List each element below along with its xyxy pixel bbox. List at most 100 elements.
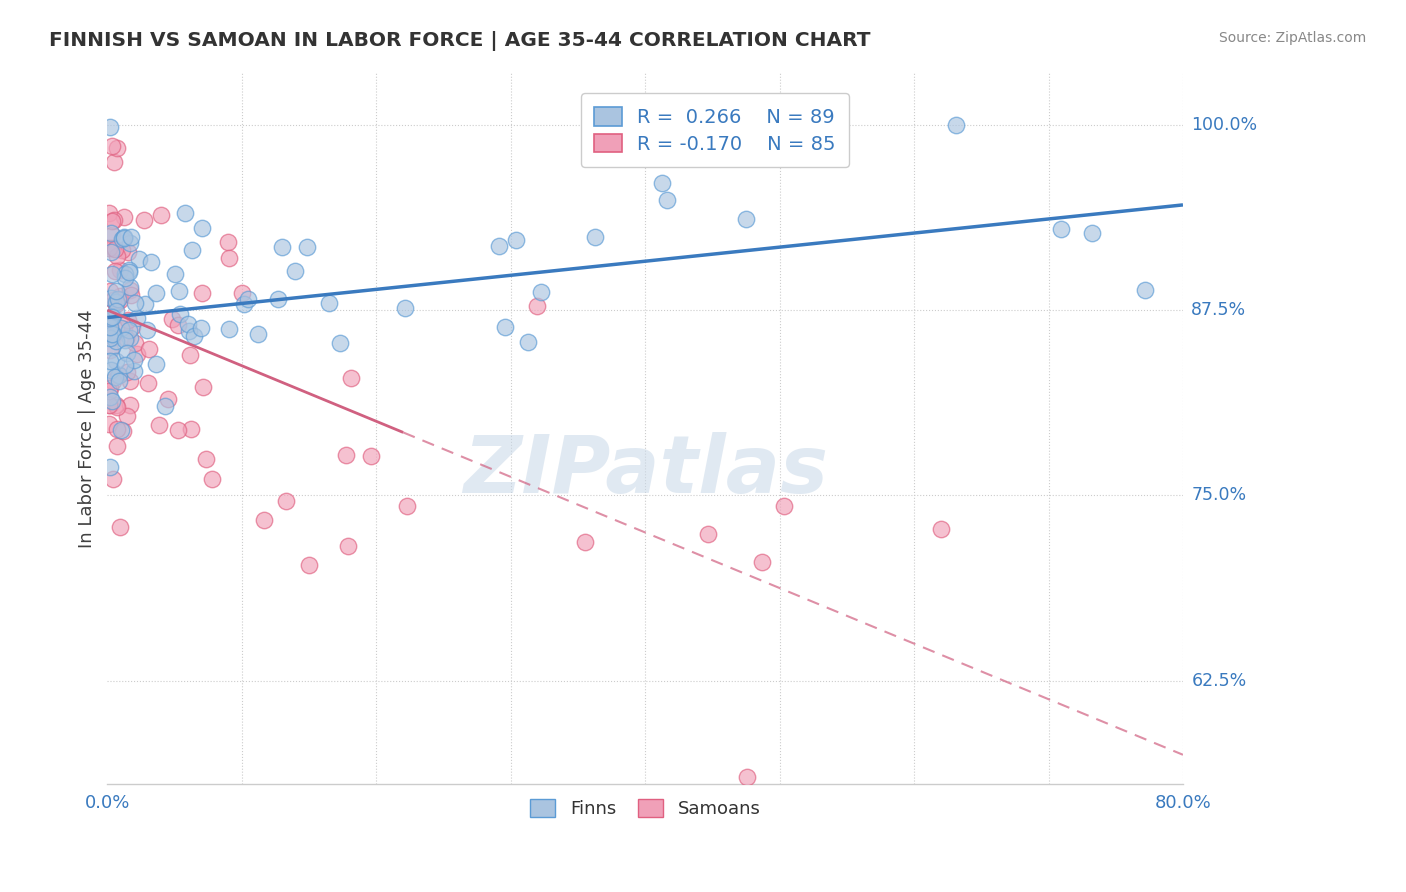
Point bbox=[114, 267, 136, 281]
Point bbox=[105, 398, 128, 412]
Point bbox=[122, 364, 145, 378]
Point bbox=[105, 422, 128, 436]
Point bbox=[98, 120, 121, 135]
Text: Source: ZipAtlas.com: Source: ZipAtlas.com bbox=[1219, 31, 1367, 45]
Point bbox=[1081, 226, 1104, 240]
Point bbox=[108, 293, 131, 307]
Point bbox=[101, 340, 124, 354]
Point bbox=[101, 326, 124, 341]
Point bbox=[114, 359, 136, 373]
Point bbox=[494, 320, 516, 334]
Point bbox=[318, 296, 340, 310]
Point bbox=[101, 241, 124, 255]
Point bbox=[931, 522, 953, 536]
Point bbox=[114, 333, 136, 347]
Point bbox=[103, 472, 125, 486]
Point bbox=[173, 206, 195, 220]
Point bbox=[111, 232, 134, 246]
Point bbox=[336, 539, 359, 553]
Point bbox=[118, 398, 141, 412]
Point bbox=[253, 513, 276, 527]
Point bbox=[98, 354, 121, 368]
Point bbox=[247, 327, 270, 342]
Point bbox=[97, 206, 120, 220]
Point bbox=[124, 335, 146, 350]
Point bbox=[394, 301, 416, 316]
Point bbox=[195, 451, 218, 466]
Point bbox=[284, 264, 307, 278]
Point bbox=[104, 242, 127, 256]
Point bbox=[103, 154, 125, 169]
Point bbox=[101, 309, 124, 323]
Point bbox=[97, 314, 120, 328]
Point bbox=[101, 227, 124, 242]
Point bbox=[190, 321, 212, 335]
Y-axis label: In Labor Force | Age 35-44: In Labor Force | Age 35-44 bbox=[79, 310, 96, 548]
Point bbox=[117, 313, 139, 327]
Point bbox=[1133, 283, 1156, 297]
Point bbox=[112, 231, 135, 245]
Point bbox=[118, 283, 141, 297]
Point bbox=[122, 353, 145, 368]
Point bbox=[100, 363, 122, 377]
Point bbox=[98, 331, 121, 345]
Point bbox=[183, 329, 205, 343]
Point bbox=[112, 322, 135, 336]
Point bbox=[98, 398, 121, 412]
Point bbox=[104, 295, 127, 310]
Point bbox=[157, 392, 180, 406]
Point bbox=[1050, 222, 1073, 236]
Point bbox=[217, 235, 239, 249]
Point bbox=[488, 239, 510, 253]
Point bbox=[100, 226, 122, 240]
Text: 75.0%: 75.0% bbox=[1191, 486, 1247, 504]
Point bbox=[127, 310, 149, 325]
Point bbox=[651, 176, 673, 190]
Point bbox=[505, 233, 527, 247]
Point bbox=[107, 368, 129, 383]
Point bbox=[574, 534, 596, 549]
Point bbox=[115, 409, 138, 423]
Point bbox=[118, 374, 141, 388]
Point bbox=[150, 208, 173, 222]
Point bbox=[111, 244, 134, 258]
Point bbox=[101, 310, 124, 324]
Point bbox=[114, 270, 136, 285]
Point bbox=[176, 317, 198, 331]
Point bbox=[108, 289, 131, 303]
Point bbox=[297, 240, 319, 254]
Point bbox=[655, 193, 678, 207]
Point bbox=[105, 400, 128, 414]
Point bbox=[98, 319, 121, 334]
Point bbox=[103, 213, 125, 227]
Point bbox=[98, 390, 121, 404]
Point bbox=[98, 398, 121, 412]
Point bbox=[180, 422, 202, 436]
Text: 62.5%: 62.5% bbox=[1191, 672, 1247, 690]
Point bbox=[98, 311, 121, 326]
Point bbox=[167, 423, 190, 437]
Point bbox=[120, 280, 142, 294]
Point bbox=[218, 251, 240, 265]
Point bbox=[104, 297, 127, 311]
Point bbox=[165, 267, 187, 281]
Point bbox=[112, 210, 135, 224]
Point bbox=[98, 381, 121, 395]
Point bbox=[136, 376, 159, 391]
Legend: Finns, Samoans: Finns, Samoans bbox=[523, 792, 768, 825]
Point bbox=[118, 236, 141, 251]
Point bbox=[340, 370, 363, 384]
Point bbox=[105, 439, 128, 453]
Point bbox=[110, 321, 132, 335]
Point bbox=[181, 243, 204, 257]
Point bbox=[110, 423, 132, 437]
Point bbox=[530, 285, 553, 300]
Point bbox=[233, 296, 256, 310]
Point bbox=[105, 284, 128, 298]
Point bbox=[267, 292, 290, 306]
Text: 87.5%: 87.5% bbox=[1191, 301, 1247, 319]
Point bbox=[751, 555, 773, 569]
Point bbox=[100, 343, 122, 357]
Point bbox=[97, 319, 120, 334]
Point bbox=[329, 336, 352, 351]
